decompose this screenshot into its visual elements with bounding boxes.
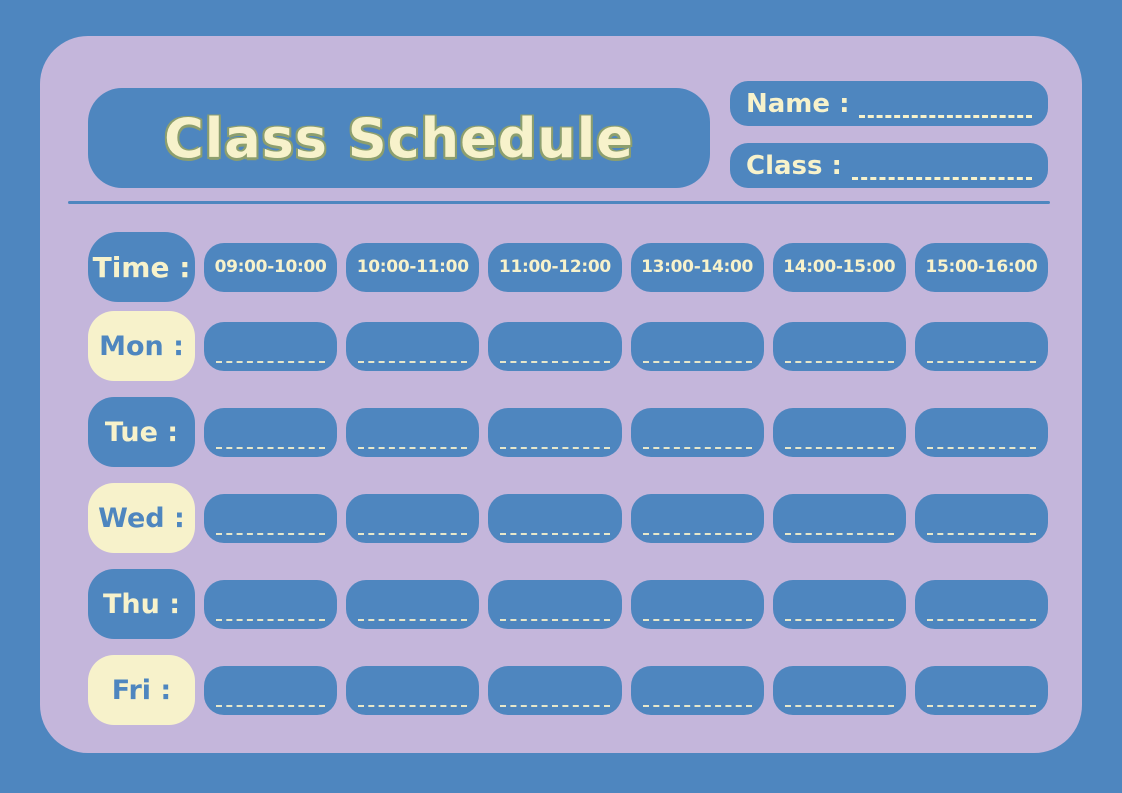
fill-line [216, 618, 326, 621]
schedule-cell[interactable] [914, 493, 1048, 543]
schedule-cell[interactable] [204, 665, 338, 715]
day-row-tue: Tue : [88, 397, 1048, 467]
day-row-thu: Thu : [88, 569, 1048, 639]
time-slot-4: 14:00-15:00 [772, 242, 906, 292]
time-slot-3: 13:00-14:00 [630, 242, 764, 292]
header-divider [68, 201, 1050, 204]
fill-line [926, 704, 1036, 707]
schedule-cell[interactable] [346, 321, 480, 371]
schedule-cell[interactable] [914, 407, 1048, 457]
fill-line [358, 532, 468, 535]
schedule-cell[interactable] [488, 579, 622, 629]
fill-line [926, 618, 1036, 621]
schedule-cell[interactable] [914, 579, 1048, 629]
fill-line [784, 618, 894, 621]
time-slot-2: 11:00-12:00 [488, 242, 622, 292]
day-row-mon: Mon : [88, 311, 1048, 381]
day-row-fri: Fri : [88, 655, 1048, 725]
header: Class Schedule Name : Class : [88, 81, 1048, 188]
schedule-cell[interactable] [204, 321, 338, 371]
fill-line [500, 360, 610, 363]
schedule-card: Class Schedule Name : Class : Time :09:0… [40, 36, 1082, 753]
identity-fields: Name : Class : [730, 81, 1048, 188]
page-title: Class Schedule [164, 106, 634, 170]
schedule-cell[interactable] [630, 407, 764, 457]
name-field[interactable]: Name : [730, 81, 1048, 126]
schedule-cell[interactable] [914, 321, 1048, 371]
schedule-cell[interactable] [772, 579, 906, 629]
day-label-tue: Tue : [88, 397, 195, 467]
schedule-cell[interactable] [346, 493, 480, 543]
class-field[interactable]: Class : [730, 143, 1048, 188]
name-label: Name : [746, 88, 850, 119]
schedule-cell[interactable] [630, 665, 764, 715]
time-label: Time : [88, 232, 195, 302]
schedule-cell[interactable] [630, 321, 764, 371]
fill-line [926, 360, 1036, 363]
fill-line [784, 704, 894, 707]
schedule-cell[interactable] [346, 579, 480, 629]
schedule-cell[interactable] [772, 321, 906, 371]
schedule-cell[interactable] [630, 579, 764, 629]
schedule-cell[interactable] [772, 665, 906, 715]
fill-line [500, 446, 610, 449]
time-slot-0: 09:00-10:00 [204, 242, 338, 292]
time-row: Time :09:00-10:00 10:00-11:00 11:00-12:00 1… [88, 232, 1048, 302]
fill-line [216, 446, 326, 449]
fill-line [642, 704, 752, 707]
fill-line [358, 618, 468, 621]
schedule-cell[interactable] [772, 493, 906, 543]
schedule-cell[interactable] [488, 665, 622, 715]
fill-line [642, 360, 752, 363]
fill-line [642, 618, 752, 621]
schedule-cell[interactable] [204, 407, 338, 457]
schedule-cell[interactable] [488, 407, 622, 457]
fill-line [926, 532, 1036, 535]
fill-line [784, 446, 894, 449]
day-label-thu: Thu : [88, 569, 195, 639]
fill-line [642, 446, 752, 449]
schedule-cell[interactable] [630, 493, 764, 543]
schedule-cell[interactable] [772, 407, 906, 457]
fill-line [216, 360, 326, 363]
fill-line [358, 704, 468, 707]
fill-line [642, 532, 752, 535]
schedule-cell[interactable] [346, 665, 480, 715]
fill-line [216, 704, 326, 707]
title-box: Class Schedule [88, 88, 710, 188]
schedule-cell[interactable] [488, 321, 622, 371]
time-slot-5: 15:00-16:00 [914, 242, 1048, 292]
fill-line [500, 532, 610, 535]
name-fill-line [859, 103, 1032, 118]
day-label-mon: Mon : [88, 311, 195, 381]
fill-line [926, 446, 1036, 449]
schedule-cell[interactable] [488, 493, 622, 543]
class-label: Class : [746, 150, 842, 181]
fill-line [784, 360, 894, 363]
fill-line [216, 532, 326, 535]
fill-line [500, 618, 610, 621]
fill-line [500, 704, 610, 707]
fill-line [784, 532, 894, 535]
schedule-grid: Time :09:00-10:00 10:00-11:00 11:00-12:00 1… [88, 232, 1048, 725]
schedule-cell[interactable] [204, 579, 338, 629]
time-slot-1: 10:00-11:00 [346, 242, 480, 292]
fill-line [358, 446, 468, 449]
schedule-cell[interactable] [204, 493, 338, 543]
fill-line [358, 360, 468, 363]
schedule-cell[interactable] [914, 665, 1048, 715]
class-fill-line [851, 165, 1032, 180]
day-row-wed: Wed : [88, 483, 1048, 553]
schedule-cell[interactable] [346, 407, 480, 457]
day-label-fri: Fri : [88, 655, 195, 725]
day-label-wed: Wed : [88, 483, 195, 553]
